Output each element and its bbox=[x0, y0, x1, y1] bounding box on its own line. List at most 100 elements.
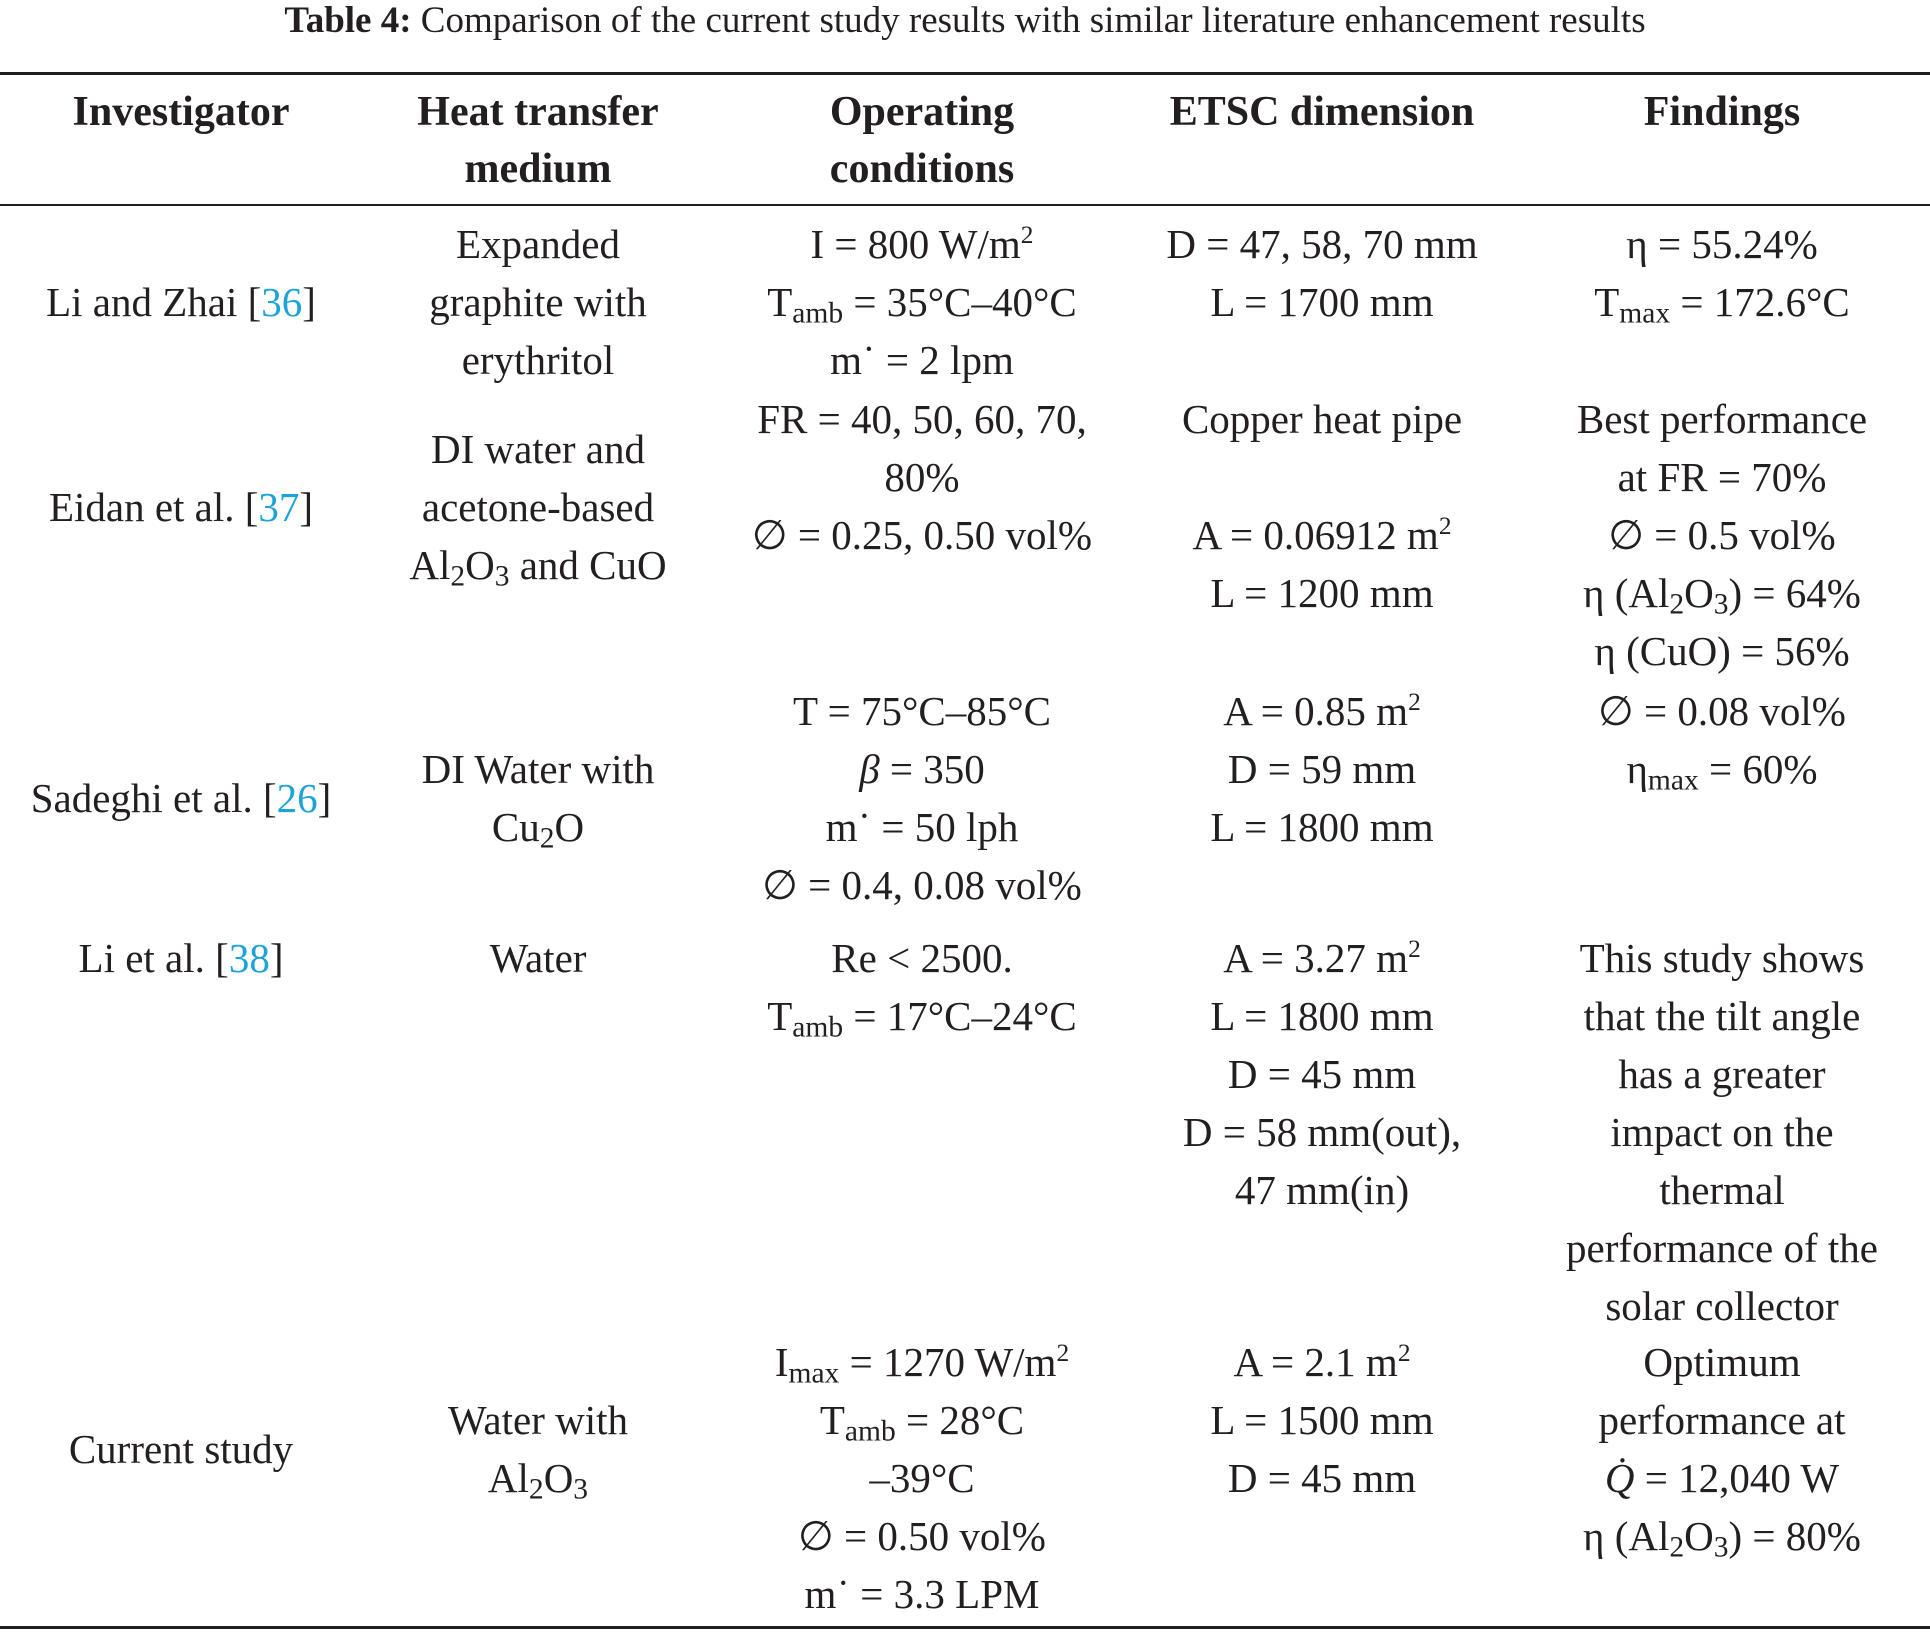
cell-line: T = 75°C–85°C bbox=[793, 688, 1051, 734]
citation-bracket: ] bbox=[317, 775, 332, 821]
cell-line: acetone-based bbox=[421, 484, 655, 530]
text: A = 0.85 m bbox=[1223, 688, 1409, 734]
cell-line: D = 58 mm(out), bbox=[1182, 1109, 1462, 1155]
text: O bbox=[1684, 570, 1714, 616]
cell-line: A = 3.27 m2 bbox=[1130, 929, 1514, 987]
subscript: 3 bbox=[1713, 1531, 1729, 1564]
citation-link[interactable]: 37 bbox=[258, 484, 300, 530]
text: = 172.6°C bbox=[1670, 279, 1850, 325]
top-rule bbox=[0, 72, 1930, 75]
cell-medium: DI water and acetone-based Al2O3 and CuO bbox=[362, 420, 714, 594]
cell-operating: T = 75°C–85°C β = 350 m˙ = 50 lph ∅ = 0.… bbox=[714, 682, 1130, 914]
subscript: max bbox=[1647, 764, 1699, 797]
cell-line: 47 mm(in) bbox=[1234, 1167, 1410, 1213]
superscript: 2 bbox=[1020, 220, 1034, 249]
cell-line: η (Al2O3) = 64% bbox=[1514, 564, 1930, 622]
cell-line: D = 45 mm bbox=[1227, 1455, 1417, 1501]
text: O bbox=[554, 804, 585, 850]
cell-line: Best performance bbox=[1576, 396, 1868, 442]
cell-investigator: Current study bbox=[0, 1420, 362, 1478]
citation-link[interactable]: 38 bbox=[228, 935, 270, 981]
cell-line: solar collector bbox=[1605, 1283, 1839, 1329]
cell-line: ∅ = 0.4, 0.08 vol% bbox=[762, 862, 1082, 908]
cell-line: η (CuO) = 56% bbox=[1594, 628, 1850, 674]
subscript: 3 bbox=[494, 560, 510, 593]
text: O bbox=[465, 542, 495, 588]
cell-line: ∅ = 0.25, 0.50 vol% bbox=[751, 512, 1093, 558]
text: = 350 bbox=[879, 746, 985, 792]
cell-line: I = 800 W/m2 bbox=[714, 215, 1130, 273]
cell-line: erythritol bbox=[461, 337, 615, 383]
citation-link[interactable]: 26 bbox=[276, 775, 318, 821]
cell-line: ηmax = 60% bbox=[1514, 740, 1930, 798]
cell-line: Q̇ = 12,040 W bbox=[1514, 1449, 1930, 1507]
cell-findings: This study shows that the tilt angle has… bbox=[1514, 929, 1930, 1335]
subscript: max bbox=[788, 1357, 840, 1390]
cell-line: ∅ = 0.5 vol% bbox=[1608, 512, 1836, 558]
header-findings: Findings bbox=[1643, 89, 1801, 135]
text: I = 800 W/m bbox=[810, 221, 1021, 267]
cell-line: performance at bbox=[1598, 1397, 1846, 1443]
subscript: 3 bbox=[573, 1473, 589, 1506]
text: A = 2.1 m bbox=[1233, 1339, 1398, 1385]
text: = 1270 W/m bbox=[839, 1339, 1057, 1385]
cell-line: Al2O3 and CuO bbox=[362, 536, 714, 594]
cell-etsc: A = 3.27 m2 L = 1800 mm D = 45 mm D = 58… bbox=[1130, 929, 1514, 1219]
cell-line: Imax = 1270 W/m2 bbox=[714, 1333, 1130, 1391]
cell-line: Cu2O bbox=[362, 798, 714, 856]
text: = 17°C–24°C bbox=[843, 993, 1077, 1039]
text: = 12,040 W bbox=[1634, 1455, 1840, 1501]
superscript: 2 bbox=[1408, 934, 1421, 963]
q-dot-symbol: Q̇ bbox=[1604, 1455, 1635, 1501]
cell-line: Copper heat pipe bbox=[1181, 396, 1463, 442]
cell-line: Water bbox=[489, 935, 587, 981]
cell-line: FR = 40, 50, 60, 70, bbox=[757, 396, 1087, 442]
cell-line: thermal bbox=[1659, 1167, 1785, 1213]
text: η (Al bbox=[1583, 1513, 1670, 1559]
superscript: 2 bbox=[1438, 511, 1452, 540]
text: T bbox=[767, 993, 793, 1039]
cell-line: β = 350 bbox=[714, 740, 1130, 798]
header-medium-line: Heat transfer bbox=[417, 89, 659, 135]
cell-etsc: A = 0.85 m2 D = 59 mm L = 1800 mm bbox=[1130, 682, 1514, 856]
cell-line: that the tilt angle bbox=[1583, 993, 1861, 1039]
text: O bbox=[1684, 1513, 1714, 1559]
cell-line: Expanded bbox=[456, 221, 620, 267]
cell-investigator: Eidan et al. [37] bbox=[0, 478, 362, 536]
header-operating-line: Operating bbox=[829, 89, 1015, 135]
subscript: amb bbox=[844, 1415, 896, 1448]
cell-line: graphite with bbox=[429, 279, 647, 325]
investigator-name: Current study bbox=[68, 1426, 294, 1472]
cell-line: m˙ = 3.3 LPM bbox=[804, 1571, 1040, 1617]
cell-etsc: D = 47, 58, 70 mm L = 1700 mm bbox=[1130, 215, 1514, 331]
cell-line: L = 1200 mm bbox=[1210, 570, 1434, 616]
table-caption: Table 4: Comparison of the current study… bbox=[0, 0, 1930, 42]
subscript: 2 bbox=[1669, 1531, 1685, 1564]
subscript: 3 bbox=[1713, 588, 1729, 621]
text: Cu bbox=[491, 804, 540, 850]
text: η (Al bbox=[1583, 570, 1670, 616]
subscript: 2 bbox=[450, 560, 466, 593]
cell-line: L = 1700 mm bbox=[1210, 279, 1434, 325]
header-operating-conditions: Operating conditions bbox=[714, 84, 1130, 198]
header-heat-transfer-medium: Heat transfer medium bbox=[362, 84, 714, 198]
caption-text: Comparison of the current study results … bbox=[411, 0, 1646, 41]
cell-line: Tamb = 35°C–40°C bbox=[714, 273, 1130, 331]
subscript: amb bbox=[792, 1011, 844, 1044]
subscript: 2 bbox=[539, 822, 555, 855]
subscript: 2 bbox=[528, 1473, 544, 1506]
text: = 60% bbox=[1698, 746, 1818, 792]
citation-link[interactable]: 36 bbox=[261, 279, 303, 325]
cell-line: –39°C bbox=[869, 1455, 975, 1501]
cell-line: Water with bbox=[448, 1397, 628, 1443]
text: T bbox=[767, 279, 793, 325]
cell-findings: Optimum performance at Q̇ = 12,040 W η (… bbox=[1514, 1333, 1930, 1565]
cell-line: Re < 2500. bbox=[831, 935, 1013, 981]
cell-line: Al2O3 bbox=[362, 1449, 714, 1507]
cell-line: at FR = 70% bbox=[1617, 454, 1827, 500]
subscript: 2 bbox=[1669, 588, 1685, 621]
cell-etsc: A = 2.1 m2 L = 1500 mm D = 45 mm bbox=[1130, 1333, 1514, 1507]
cell-line: η (Al2O3) = 80% bbox=[1514, 1507, 1930, 1565]
subscript: amb bbox=[792, 297, 844, 330]
